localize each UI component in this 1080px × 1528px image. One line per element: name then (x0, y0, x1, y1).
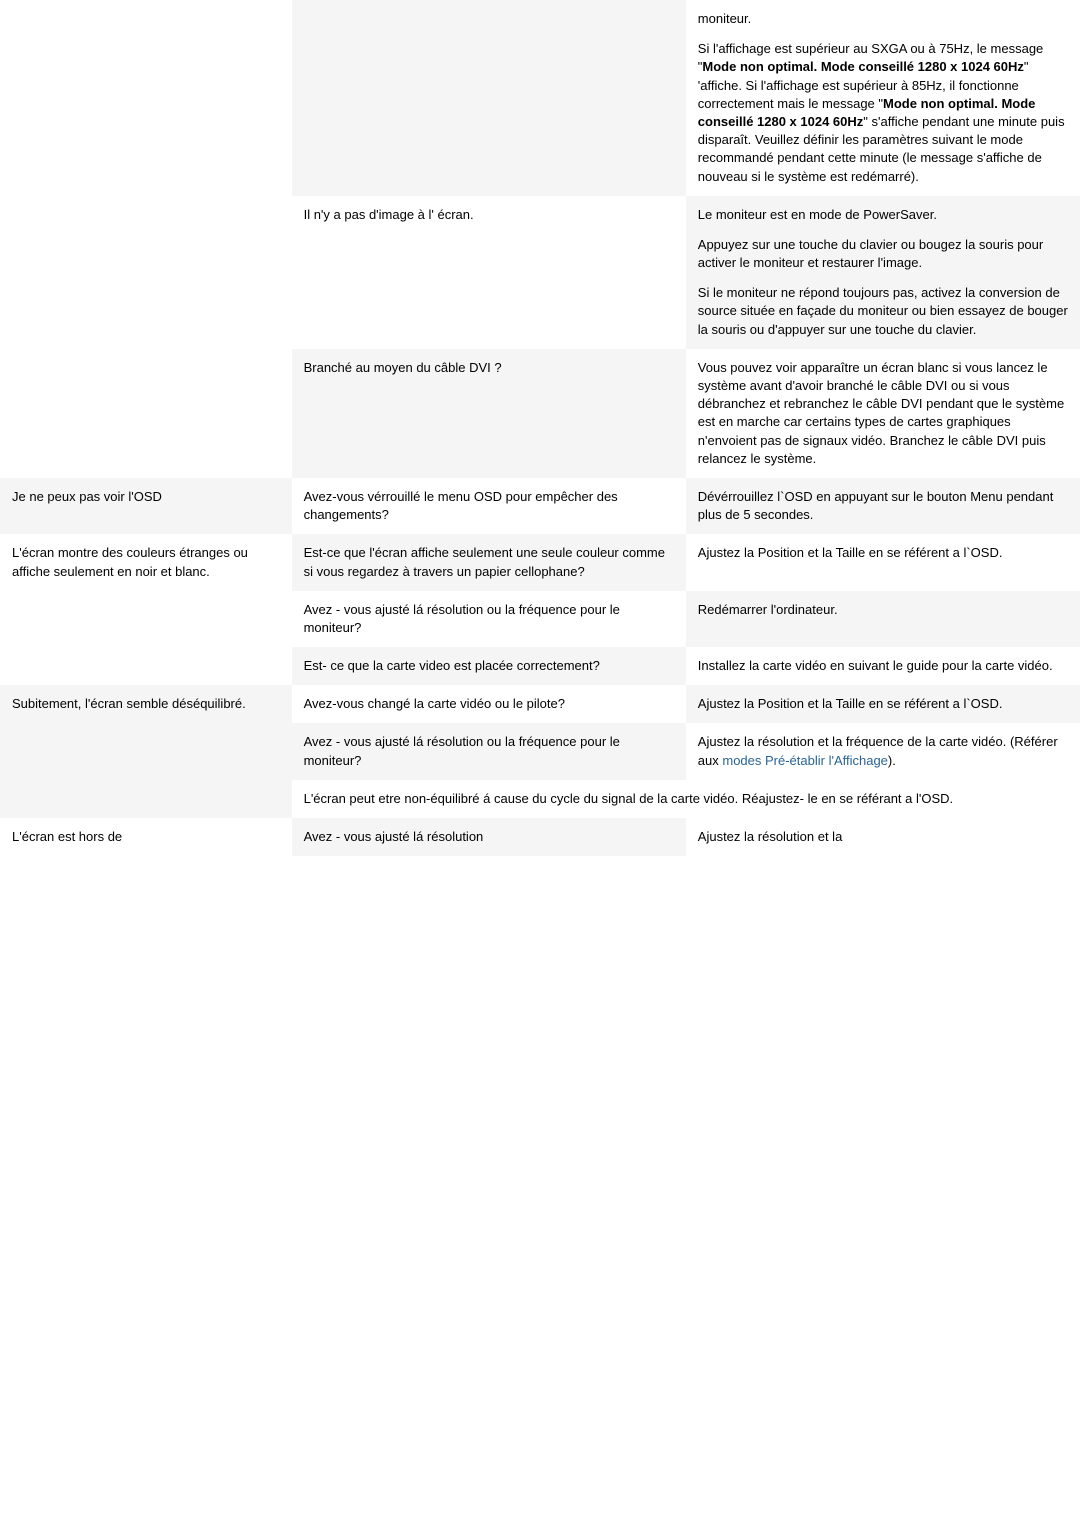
paragraph: moniteur. (698, 10, 1068, 28)
solution-cell: Le moniteur est en mode de PowerSaver. Ap… (686, 196, 1080, 349)
paragraph: Avez-vous vérrouillé le menu OSD pour em… (304, 488, 674, 524)
paragraph: Est- ce que la carte video est placée co… (304, 657, 674, 675)
solution-cell: moniteur. Si l'affichage est supérieur au… (686, 0, 1080, 196)
paragraph: Ajustez la Position et la Taille en se r… (698, 544, 1068, 562)
question-cell: Avez - vous ajusté lá résolution ou la f… (292, 723, 686, 779)
table-row: Branché au moyen du câble DVI ? Vous pouv… (0, 349, 1080, 478)
paragraph: Avez - vous ajusté lá résolution ou la f… (304, 733, 674, 769)
solution-cell: Vous pouvez voir apparaître un écran bla… (686, 349, 1080, 478)
table-row: moniteur. Si l'affichage est supérieur au… (0, 0, 1080, 196)
symptom-cell (0, 196, 292, 349)
paragraph: L'écran montre des couleurs étranges ou … (12, 544, 280, 580)
paragraph: Je ne peux pas voir l'OSD (12, 488, 280, 506)
question-cell: Il n'y a pas d'image à l' écran. (292, 196, 686, 349)
symptom-cell: Je ne peux pas voir l'OSD (0, 478, 292, 534)
paragraph: Est-ce que l'écran affiche seulement une… (304, 544, 674, 580)
table-row: Est- ce que la carte video est placée co… (0, 647, 1080, 685)
table-row: Subitement, l'écran semble déséquilibré.… (0, 685, 1080, 723)
paragraph: Le moniteur est en mode de PowerSaver. (698, 206, 1068, 224)
solution-cell: Ajustez la résolution et la fréquence de… (686, 723, 1080, 779)
solution-cell: Installez la carte vidéo en suivant le g… (686, 647, 1080, 685)
solution-cell: Ajustez la Position et la Taille en se r… (686, 685, 1080, 723)
symptom-cell (0, 647, 292, 685)
table-row: L'écran est hors de Avez - vous ajusté lá… (0, 818, 1080, 856)
link-text[interactable]: modes Pré-établir l'Affichage (722, 753, 888, 768)
question-cell (292, 0, 686, 196)
paragraph: Ajustez la résolution et la (698, 828, 1068, 846)
paragraph: Redémarrer l'ordinateur. (698, 601, 1068, 619)
paragraph: Dévérrouillez l`OSD en appuyant sur le b… (698, 488, 1068, 524)
question-cell: Avez-vous vérrouillé le menu OSD pour em… (292, 478, 686, 534)
question-cell: Est-ce que l'écran affiche seulement une… (292, 534, 686, 590)
symptom-cell: Subitement, l'écran semble déséquilibré. (0, 685, 292, 723)
table-row: L'écran peut etre non-équilibré á cause … (0, 780, 1080, 818)
question-cell: Branché au moyen du câble DVI ? (292, 349, 686, 478)
symptom-cell (0, 723, 292, 779)
solution-cell: Ajustez la Position et la Taille en se r… (686, 534, 1080, 590)
paragraph: Si le moniteur ne répond toujours pas, a… (698, 284, 1068, 339)
paragraph: Vous pouvez voir apparaître un écran bla… (698, 359, 1068, 468)
paragraph: Avez-vous changé la carte vidéo ou le pi… (304, 695, 674, 713)
symptom-cell (0, 591, 292, 647)
question-cell: Avez - vous ajusté lá résolution (292, 818, 686, 856)
symptom-cell: L'écran montre des couleurs étranges ou … (0, 534, 292, 590)
paragraph: Il n'y a pas d'image à l' écran. (304, 206, 674, 224)
solution-cell: Redémarrer l'ordinateur. (686, 591, 1080, 647)
solution-cell: Dévérrouillez l`OSD en appuyant sur le b… (686, 478, 1080, 534)
question-cell: Avez-vous changé la carte vidéo ou le pi… (292, 685, 686, 723)
paragraph: Ajustez la Position et la Taille en se r… (698, 695, 1068, 713)
table-row: L'écran montre des couleurs étranges ou … (0, 534, 1080, 590)
symptom-cell (0, 780, 292, 818)
symptom-cell (0, 0, 292, 196)
paragraph: Appuyez sur une touche du clavier ou bou… (698, 236, 1068, 272)
symptom-cell (0, 349, 292, 478)
troubleshooting-table: moniteur. Si l'affichage est supérieur au… (0, 0, 1080, 856)
solution-cell: Ajustez la résolution et la (686, 818, 1080, 856)
question-cell: Avez - vous ajusté lá résolution ou la f… (292, 591, 686, 647)
paragraph: Branché au moyen du câble DVI ? (304, 359, 674, 377)
paragraph: Subitement, l'écran semble déséquilibré. (12, 695, 280, 713)
paragraph: L'écran peut etre non-équilibré á cause … (304, 790, 1068, 808)
question-cell: Est- ce que la carte video est placée co… (292, 647, 686, 685)
paragraph: Installez la carte vidéo en suivant le g… (698, 657, 1068, 675)
paragraph: Ajustez la résolution et la fréquence de… (698, 733, 1068, 769)
paragraph: Avez - vous ajusté lá résolution (304, 828, 674, 846)
merged-cell: L'écran peut etre non-équilibré á cause … (292, 780, 1080, 818)
table-row: Il n'y a pas d'image à l' écran. Le monit… (0, 196, 1080, 349)
paragraph: L'écran est hors de (12, 828, 280, 846)
symptom-cell: L'écran est hors de (0, 818, 292, 856)
bold-text: Mode non optimal. Mode conseillé 1280 x … (702, 59, 1024, 74)
table-row: Je ne peux pas voir l'OSD Avez-vous vérro… (0, 478, 1080, 534)
paragraph: Si l'affichage est supérieur au SXGA ou … (698, 40, 1068, 186)
text-run: ). (888, 753, 896, 768)
table-row: Avez - vous ajusté lá résolution ou la f… (0, 723, 1080, 779)
paragraph: Avez - vous ajusté lá résolution ou la f… (304, 601, 674, 637)
table-row: Avez - vous ajusté lá résolution ou la f… (0, 591, 1080, 647)
